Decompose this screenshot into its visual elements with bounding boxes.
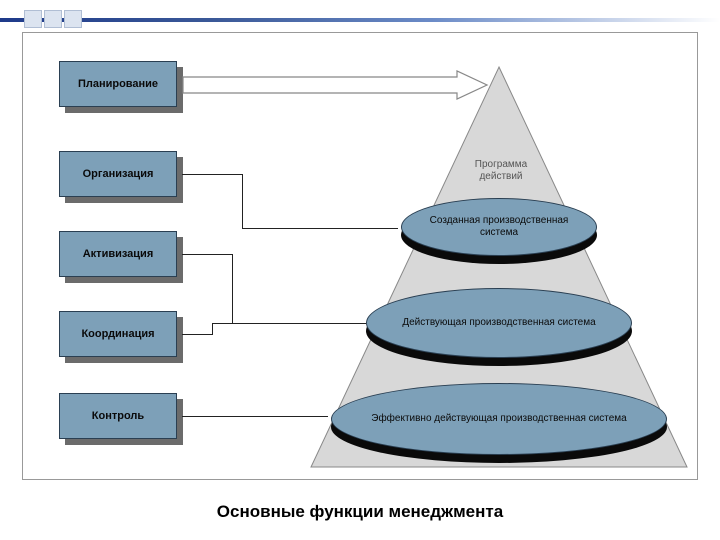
connector-line xyxy=(232,254,233,323)
function-box-planning: Планирование xyxy=(59,61,183,113)
connector-line xyxy=(242,174,243,228)
connector-line xyxy=(212,323,213,335)
ellipse-label: Действующая производственная система xyxy=(366,288,632,358)
ellipse-label: Созданная производственная система xyxy=(401,198,597,256)
connector-line xyxy=(182,254,232,255)
connector-line xyxy=(232,323,366,324)
function-box-activation: Активизация xyxy=(59,231,183,283)
box-label: Планирование xyxy=(59,61,177,107)
box-label: Организация xyxy=(59,151,177,197)
connector-line xyxy=(182,334,212,335)
pyramid-top-label: Программа действий xyxy=(457,159,545,183)
connector-line xyxy=(212,323,232,324)
square-icon xyxy=(64,10,82,28)
function-box-coordination: Координация xyxy=(59,311,183,363)
connector-line xyxy=(182,416,328,417)
diagram-area: Планирование Организация Активизация Коо… xyxy=(22,32,698,480)
ellipse-label: Эффективно действующая производственная … xyxy=(331,383,667,455)
pyramid-layer-2: Действующая производственная система xyxy=(366,288,632,364)
pyramid: Программа действий Созданная производств… xyxy=(309,63,689,473)
top-decoration xyxy=(0,0,720,30)
square-icon xyxy=(44,10,62,28)
function-box-organization: Организация xyxy=(59,151,183,203)
block-arrow xyxy=(181,69,491,103)
decoration-squares xyxy=(24,10,82,28)
diagram-title: Основные функции менеджмента xyxy=(0,502,720,522)
box-label: Активизация xyxy=(59,231,177,277)
gradient-bar xyxy=(0,18,720,22)
function-box-control: Контроль xyxy=(59,393,183,445)
connector-line xyxy=(242,228,398,229)
connector-line xyxy=(182,174,242,175)
pyramid-layer-1: Созданная производственная система xyxy=(401,198,597,262)
square-icon xyxy=(24,10,42,28)
box-label: Координация xyxy=(59,311,177,357)
pyramid-layer-3: Эффективно действующая производственная … xyxy=(331,383,667,461)
box-label: Контроль xyxy=(59,393,177,439)
